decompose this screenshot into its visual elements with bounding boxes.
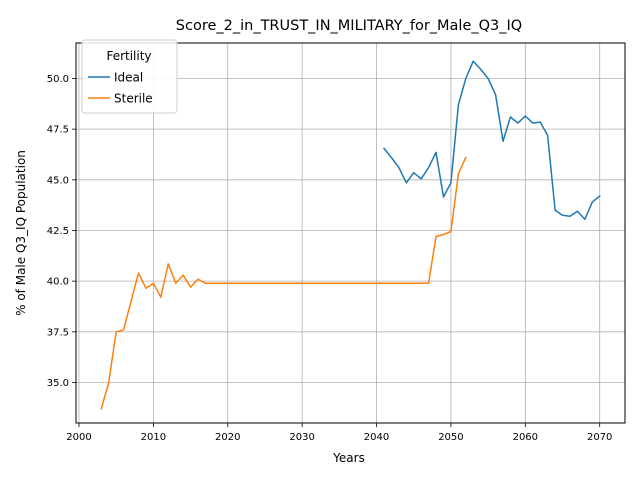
chart-title: Score_2_in_TRUST_IN_MILITARY_for_Male_Q3… xyxy=(176,18,522,34)
x-tick-label: 2040 xyxy=(364,432,389,443)
x-tick-label: 2050 xyxy=(438,432,463,443)
legend-box xyxy=(81,39,178,114)
x-axis-ticks: 2000 2010 2020 2030 2040 2050 2060 2070 xyxy=(66,423,612,443)
y-tick-label: 45.0 xyxy=(47,175,69,186)
y-tick-label: 40.0 xyxy=(47,277,69,288)
series-line-ideal xyxy=(382,60,601,221)
y-tick-label: 35.0 xyxy=(47,378,69,389)
plot-frame xyxy=(75,42,626,424)
x-tick-label: 2020 xyxy=(215,432,240,443)
x-tick-label: 2000 xyxy=(66,432,91,443)
y-tick-label: 50.0 xyxy=(47,74,69,85)
y-tick-label: 37.5 xyxy=(47,327,69,338)
series-line-sterile xyxy=(100,156,467,410)
legend-label-ideal: Ideal xyxy=(114,71,143,85)
y-axis-label: % of Male Q3_IQ Population xyxy=(14,150,28,316)
x-tick-label: 2060 xyxy=(513,432,538,443)
grid-lines xyxy=(76,43,625,423)
x-axis-label: Years xyxy=(332,451,365,465)
y-tick-label: 47.5 xyxy=(47,125,69,136)
y-axis-ticks: 35.0 37.5 40.0 42.5 45.0 47.5 50.0 xyxy=(47,74,76,389)
legend-title: Fertility xyxy=(106,49,151,63)
x-tick-label: 2070 xyxy=(587,432,612,443)
x-tick-label: 2010 xyxy=(141,432,166,443)
x-tick-label: 2030 xyxy=(289,432,314,443)
legend: Fertility Ideal Sterile xyxy=(81,39,178,114)
legend-label-sterile: Sterile xyxy=(114,92,153,106)
series-lines xyxy=(100,60,601,410)
y-tick-label: 42.5 xyxy=(47,226,69,237)
